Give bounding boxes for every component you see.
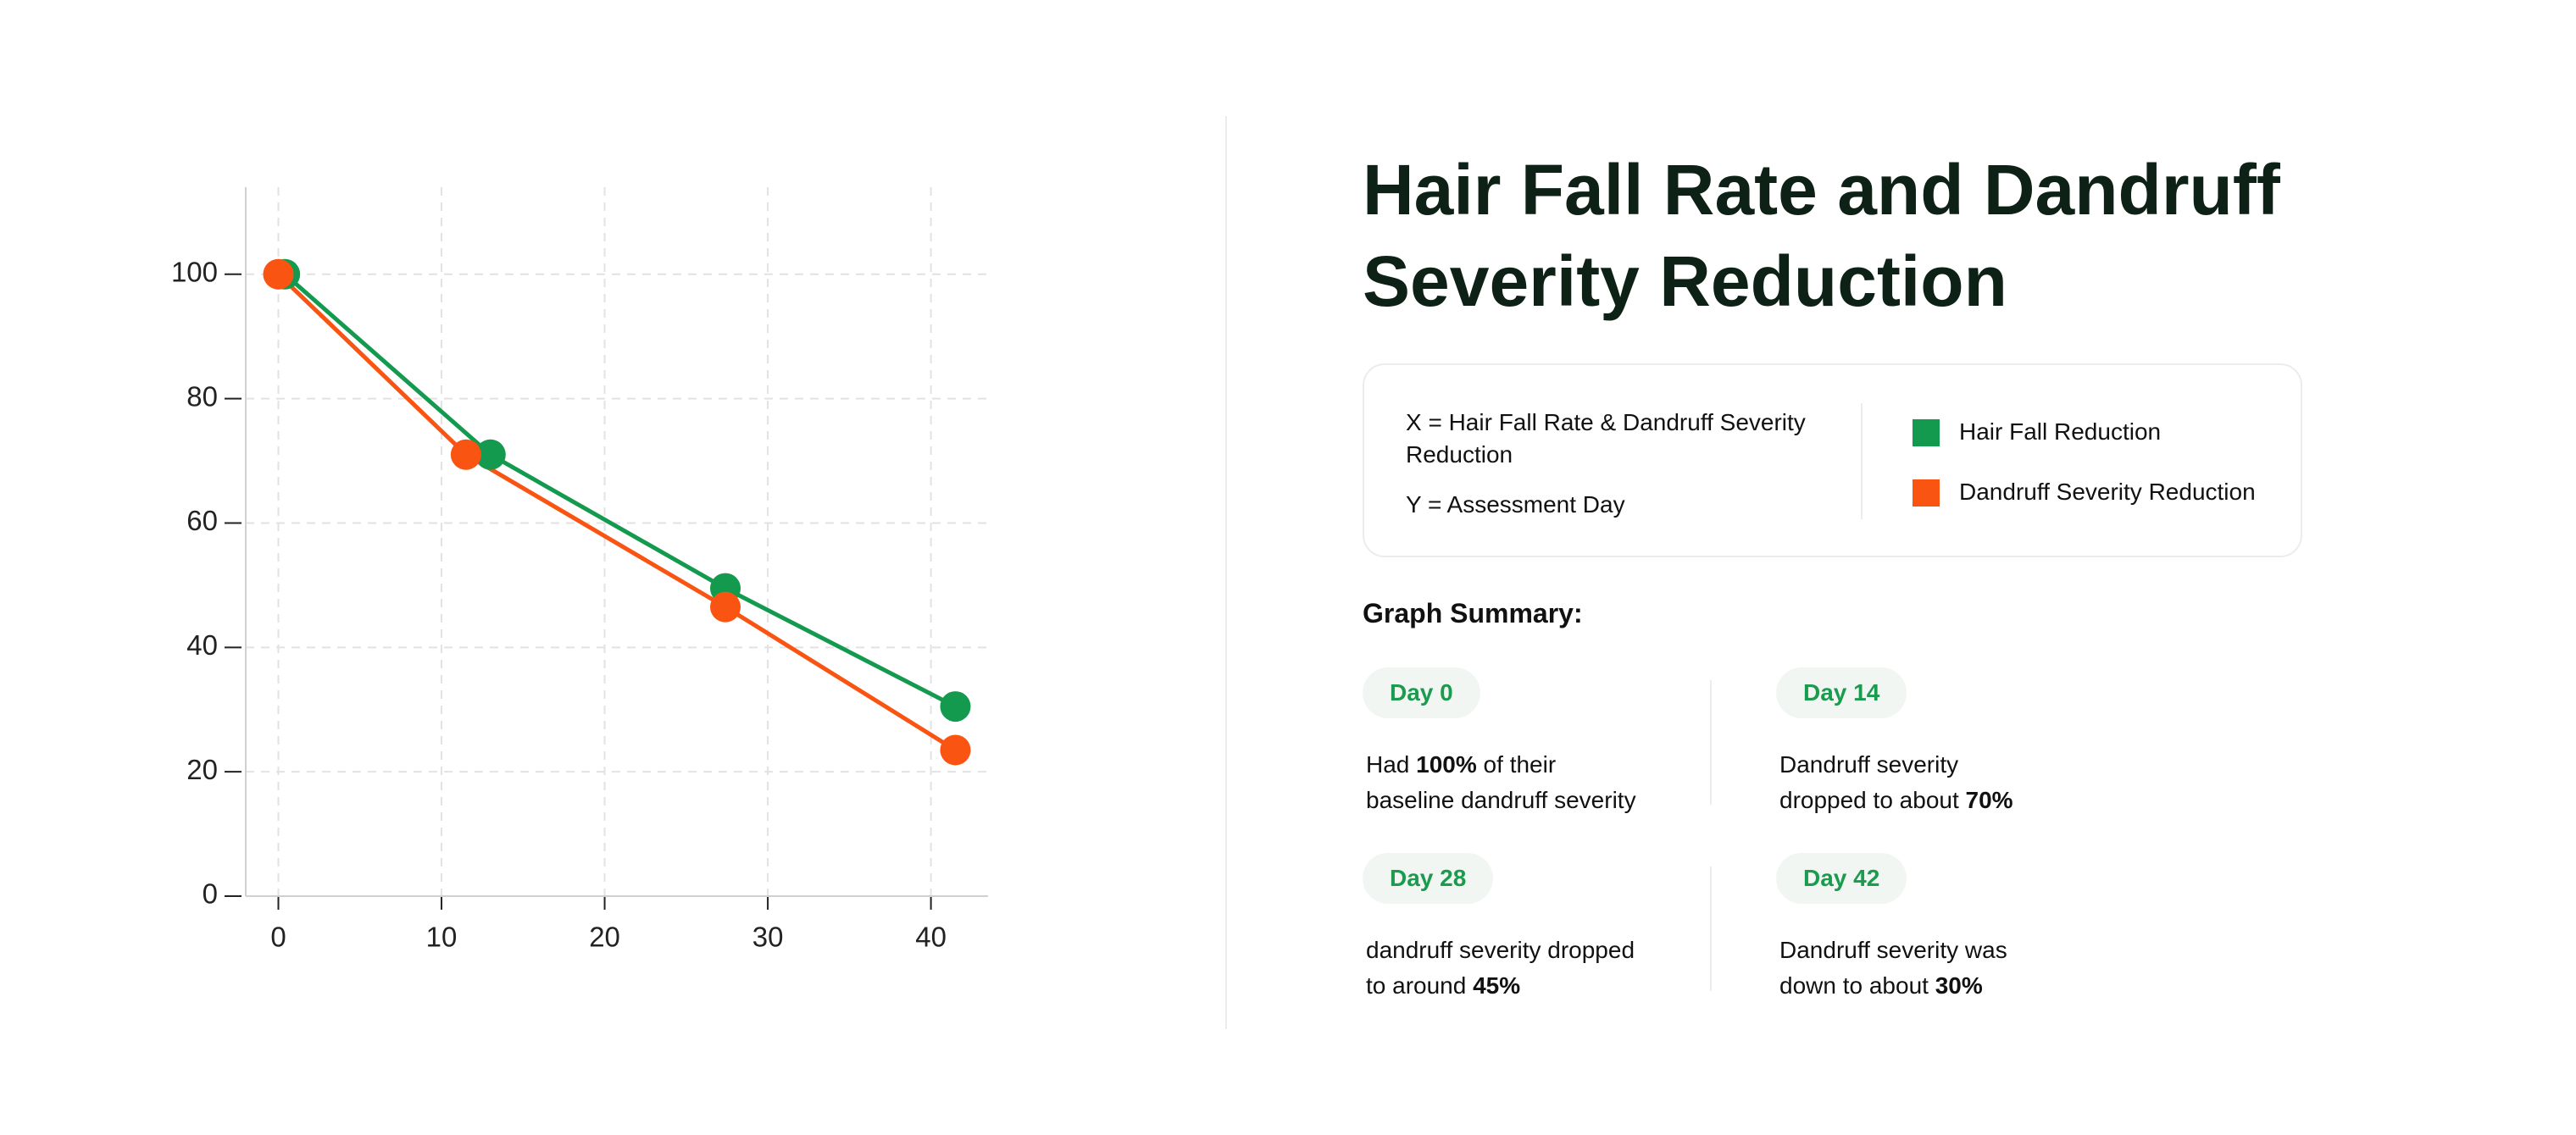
summary-line: dandruff severity dropped [1366,933,1635,968]
y-tick-label: 80 [186,380,218,412]
day-pill: Day 14 [1776,667,1907,718]
highlight-value: 30% [1935,972,1983,999]
summary-line: baseline dandruff severity [1366,783,1636,818]
summary-line: Had 100% of their [1366,747,1556,783]
summary-title: Graph Summary: [1363,598,1583,628]
day-pill: Day 28 [1363,853,1494,904]
legend-box [1363,363,2302,557]
data-point [475,439,506,470]
y-tick-label: 100 [171,257,218,288]
y-tick-label: 60 [186,505,218,536]
x-tick-label: 10 [426,922,458,953]
data-point [263,258,294,290]
legend-label: Hair Fall Reduction [1959,418,2162,445]
x-tick-label: 20 [589,922,620,953]
summary-line: down to about 30% [1779,968,1983,1004]
summary-text: Dandruff severity was [1779,937,2007,963]
legend-label: Dandruff Severity Reduction [1959,479,2256,505]
summary-line: Dandruff severity was [1779,933,2007,968]
y-tick-label: 40 [186,629,218,661]
axis-note: Reduction [1406,441,1513,468]
axis-note: X = Hair Fall Rate & Dandruff Severity [1406,409,1806,435]
panel-title: Hair Fall Rate and Dandruff Severity Red… [1363,150,2280,321]
y-tick-label: 0 [203,878,218,910]
summary-divider [1710,680,1712,805]
x-tick-label: 40 [915,922,947,953]
data-point [940,691,971,723]
summary-line: Dandruff severity [1779,747,1958,783]
x-tick-label: 30 [752,922,784,953]
day-pill: Day 42 [1776,853,1907,904]
summary-text: baseline dandruff severity [1366,787,1636,813]
summary-text: down to about [1779,972,1935,999]
highlight-value: 45% [1473,972,1521,999]
summary-text: to around [1366,972,1474,999]
summary-text: of their [1476,751,1557,778]
series-line [276,272,957,752]
highlight-value: 70% [1965,787,2013,813]
summary-text: Dandruff severity [1779,751,1959,778]
chart: 0 20 40 60 80 100 0 10 20 30 40 [171,187,988,953]
summary-text: dandruff severity dropped [1366,937,1635,963]
x-tick-label: 0 [270,922,286,953]
divider [1225,116,1227,1029]
data-point [940,734,971,766]
legend-swatch [1913,479,1940,507]
axis-note: Y = Assessment Day [1406,491,1625,518]
legend-swatch [1913,419,1940,446]
data-point [710,591,741,623]
legend-divider [1861,403,1863,519]
summary-line: to around 45% [1366,968,1520,1004]
y-tick-label: 20 [186,754,218,785]
day-pill: Day 0 [1363,667,1480,718]
highlight-value: 100% [1416,751,1477,778]
data-point [450,439,481,470]
series-line [283,272,957,709]
summary-line: dropped to about 70% [1779,783,2013,818]
summary-text: Had [1366,751,1417,778]
summary-text: dropped to about [1779,787,1966,813]
summary-divider [1710,866,1712,991]
